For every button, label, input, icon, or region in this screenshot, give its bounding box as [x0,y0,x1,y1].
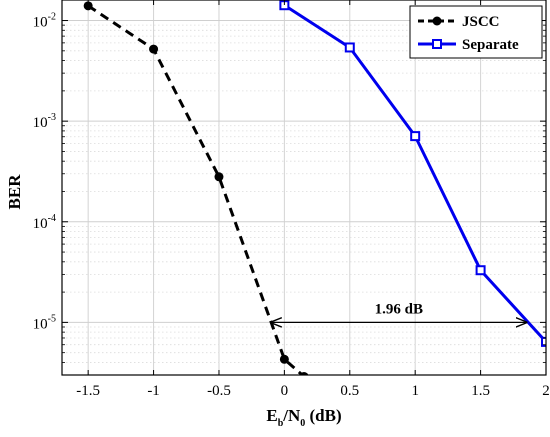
y-axis-title: BER [5,174,24,210]
x-tick-label: 0 [281,383,289,399]
plot-frame [61,0,547,376]
x-tick-label: 1 [411,383,419,399]
data-point-separate [410,131,421,142]
legend: JSCC Separate [409,5,543,59]
x-tick-label: -1.5 [76,383,100,399]
x-tick-label: 2 [542,383,550,399]
axis-ticks: -1.5 -1 -0.5 0 0.5 1 1.5 2 10-5 10-4 10-3 10-2 [33,0,550,399]
data-point-jscc [149,44,159,54]
data-point-jscc [214,172,224,182]
data-point-jscc [83,1,93,11]
gap-label: 1.96 dB [375,301,423,317]
plot-background [62,0,546,375]
y-tick-label: 10-4 [33,213,56,232]
x-tick-label: 1.5 [471,383,490,399]
grid [62,0,547,375]
data-point-separate [541,336,546,347]
series-layer [83,0,546,375]
y-tick-label: 10-5 [33,313,56,332]
data-point-separate [475,265,486,276]
legend-marker-separate [432,39,442,49]
legend-box [409,5,543,59]
legend-label-separate: Separate [462,37,519,53]
legend-label-jscc: JSCC [462,14,500,30]
y-tick-label: 10-2 [33,12,56,31]
y-tick-label: 10-3 [33,112,56,131]
data-point-jscc [299,371,309,375]
annotation-layer: 1.96 dB [271,301,526,322]
legend-marker-jscc [432,16,442,26]
data-point-separate [344,42,355,53]
series-line-jscc [87,4,305,375]
x-tick-label: -0.5 [207,383,231,399]
data-point-jscc [279,354,289,364]
x-tick-label: 0.5 [340,383,359,399]
x-tick-label: -1 [147,383,160,399]
x-axis-title: Eb/N0 (dB) [266,406,341,429]
